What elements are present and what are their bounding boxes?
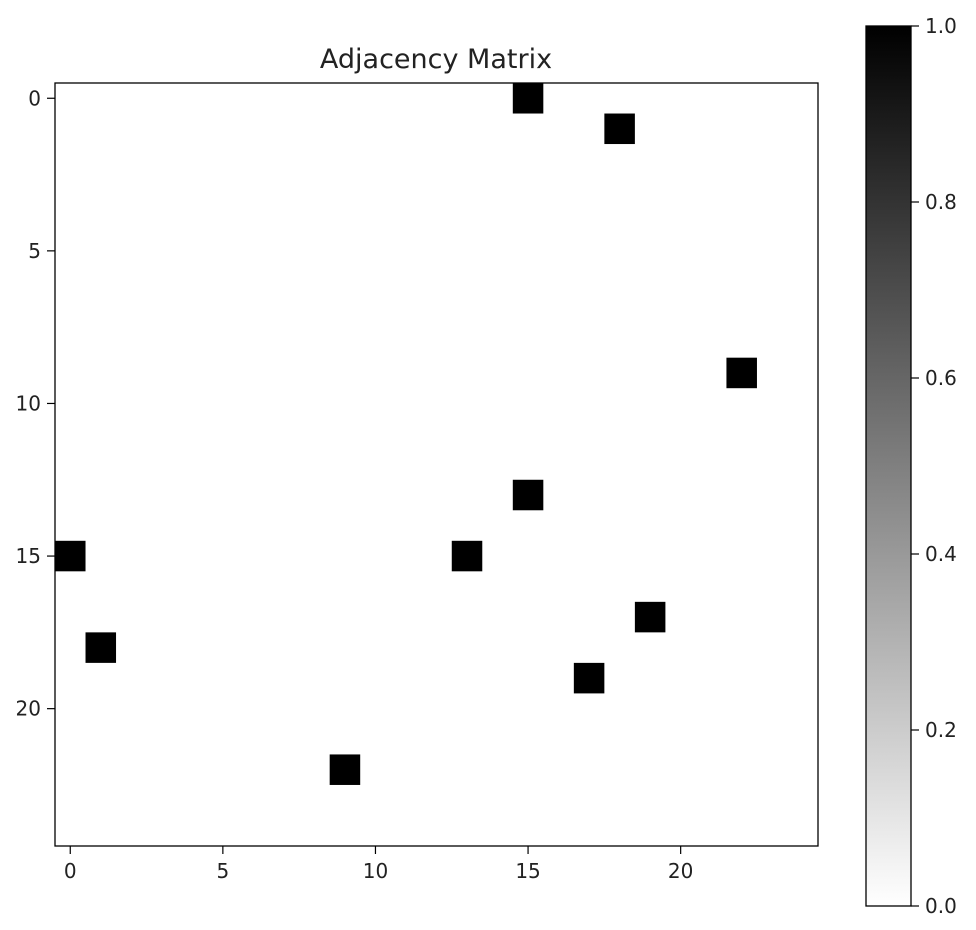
- y-tick-label: 15: [16, 544, 41, 568]
- heatmap-cell: [604, 113, 635, 145]
- heatmap-cell: [634, 601, 666, 633]
- heatmap-cell: [85, 632, 117, 663]
- x-tick-label: 0: [64, 859, 77, 883]
- x-tick-label: 15: [515, 859, 540, 883]
- heatmap-cells: [55, 83, 757, 785]
- x-tick-label: 20: [668, 859, 693, 883]
- heatmap-cell: [726, 357, 757, 389]
- y-tick-label: 0: [28, 86, 41, 110]
- colorbar-tick-label: 1.0: [925, 14, 957, 38]
- heatmap-cell: [573, 662, 605, 694]
- chart-title: Adjacency Matrix: [320, 44, 552, 75]
- x-tick-label: 10: [363, 859, 388, 883]
- x-axis-ticks: 0 5 10 15 20: [64, 846, 693, 883]
- colorbar-tick-label: 0.6: [925, 366, 957, 390]
- colorbar-tick-label: 0.8: [925, 190, 957, 214]
- y-tick-label: 20: [16, 697, 41, 721]
- y-tick-label: 10: [16, 391, 41, 415]
- colorbar-tick-label: 0.2: [925, 718, 957, 742]
- heatmap-cell: [512, 479, 544, 511]
- heatmap-cell: [329, 754, 361, 785]
- colorbar-tick-label: 0.0: [925, 894, 957, 918]
- plot-area-frame: [54, 82, 819, 847]
- x-tick-label: 5: [216, 859, 229, 883]
- colorbar-tick-label: 0.4: [925, 542, 957, 566]
- heatmap-cell: [55, 540, 86, 572]
- heatmap-cell: [451, 540, 483, 572]
- colorbar: [865, 25, 912, 907]
- y-tick-label: 5: [28, 239, 41, 263]
- y-axis-ticks: 0 5 10 15 20: [16, 86, 55, 721]
- colorbar-ticks: 0.0 0.2 0.4 0.6 0.8 1.0: [911, 14, 957, 918]
- heatmap-cell: [512, 83, 544, 114]
